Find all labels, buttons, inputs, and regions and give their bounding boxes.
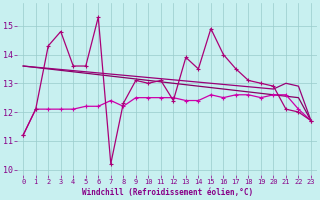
X-axis label: Windchill (Refroidissement éolien,°C): Windchill (Refroidissement éolien,°C) <box>82 188 253 197</box>
